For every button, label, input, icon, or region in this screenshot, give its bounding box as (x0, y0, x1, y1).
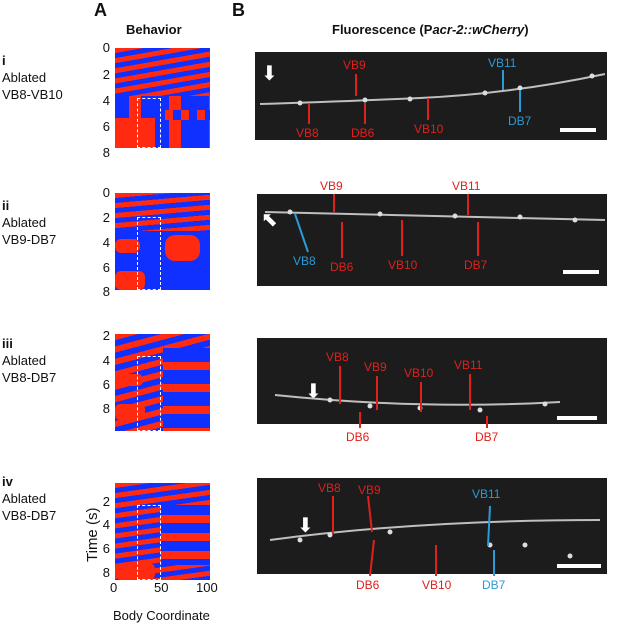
fluorescence-image-iii: ⬇ (257, 338, 607, 424)
neuron-label-ablated: VB10 (422, 578, 452, 592)
arrow-icon: ⬉ (261, 209, 278, 231)
x-tick: 50 (154, 580, 169, 595)
neuron-label-ablated: DB7 (464, 258, 488, 272)
neuron-dots (287, 73, 595, 559)
neuron-label-intact: DB7 (508, 114, 532, 128)
ablation-region-box (137, 356, 161, 431)
y-tick: 4 (102, 235, 110, 250)
neuron-label-ablated: VB10 (414, 122, 444, 136)
y-tick: 8 (102, 565, 110, 580)
neuron-label-ablated: VB10 (404, 366, 434, 380)
kymograph-ii (115, 193, 210, 290)
y-tick: 6 (102, 119, 110, 134)
row-word: Ablated (2, 70, 47, 85)
scale-bar (557, 416, 597, 420)
y-tick: 4 (102, 93, 110, 108)
row-roman: ii (2, 198, 10, 213)
fluorescence-image-i: ⬇ (255, 52, 607, 140)
row-roman: iii (2, 336, 13, 351)
neuron-label-ablated: VB11 (452, 179, 481, 193)
neuron-label-intact: VB8 (293, 254, 316, 268)
row-roman: i (2, 53, 6, 68)
row-target: VB8-DB7 (2, 370, 57, 385)
x-axis-label: Body Coordinate (113, 608, 210, 623)
worm-body-trace (259, 73, 606, 105)
fluorescence-title: Fluorescence (Pacr-2::wCherry) (332, 22, 529, 37)
scale-bar (557, 564, 601, 568)
fluor-title-suffix: ) (524, 22, 529, 37)
neuron-label-ablated: VB9 (343, 58, 366, 72)
kymograph-iii (115, 334, 210, 431)
arrow-icon: ⬇ (261, 63, 278, 85)
y-tick: 6 (102, 541, 110, 556)
neuron-label-ablated: DB6 (351, 126, 375, 140)
y-tick: 2 (102, 328, 110, 343)
neuron-label-ablated: VB8 (326, 350, 349, 364)
row-word: Ablated (2, 215, 47, 230)
neuron-label-ablated: DB6 (346, 430, 370, 444)
y-tick: 2 (102, 494, 110, 509)
row-target: VB8-DB7 (2, 508, 57, 523)
panel-letter-b: B (232, 0, 245, 20)
ablation-region-box (137, 505, 161, 580)
neuron-label-ablated: VB11 (454, 358, 483, 372)
y-tick: 0 (102, 40, 110, 55)
behavior-title: Behavior (126, 22, 182, 37)
y-tick: 8 (102, 401, 110, 416)
neuron-label-ablated: VB8 (296, 126, 319, 140)
row-label-i: i Ablated VB8-VB10 (2, 52, 63, 103)
panel-letter-a: A (94, 0, 107, 20)
arrow-icon: ⬇ (297, 515, 314, 537)
pointer-line (367, 495, 373, 533)
fluor-title-prefix: Fluorescence (P (332, 22, 433, 37)
y-tick: 4 (102, 517, 110, 532)
scale-bar (563, 270, 599, 274)
row-target: VB9-DB7 (2, 232, 57, 247)
y-tick: 2 (102, 210, 110, 225)
fluor-title-construct: acr-2::wCherry (432, 22, 525, 37)
row-word: Ablated (2, 353, 47, 368)
neuron-label-ablated: DB6 (330, 260, 354, 274)
neuron-label-ablated: DB7 (475, 430, 499, 444)
x-tick: 100 (196, 580, 218, 595)
y-tick: 6 (102, 377, 110, 392)
worm-body-trace (274, 394, 561, 406)
row-label-iii: iii Ablated VB8-DB7 (2, 335, 56, 386)
worm-body-trace (269, 519, 601, 541)
y-tick: 2 (102, 67, 110, 82)
worm-body-trace (264, 211, 606, 221)
row-word: Ablated (2, 491, 47, 506)
pointer-line (487, 505, 491, 547)
kymograph-i (115, 48, 210, 148)
row-roman: iv (2, 474, 13, 489)
y-tick: 0 (102, 185, 110, 200)
scale-bar (560, 128, 596, 132)
ablation-region-box (137, 217, 161, 290)
x-tick: 0 (110, 580, 118, 595)
neuron-label-intact: VB11 (488, 56, 517, 70)
kymograph-iv (115, 483, 210, 580)
arrow-icon: ⬇ (305, 381, 322, 403)
neuron-label-ablated: VB8 (318, 481, 341, 495)
y-tick: 8 (102, 284, 110, 299)
y-tick: 6 (102, 260, 110, 275)
row-label-iv: iv Ablated VB8-DB7 (2, 473, 56, 524)
y-tick: 4 (102, 353, 110, 368)
pointer-line (294, 213, 309, 253)
neuron-label-ablated: DB6 (356, 578, 380, 592)
neuron-label-ablated: VB9 (358, 483, 381, 497)
neuron-label-intact: DB7 (482, 578, 506, 592)
row-label-ii: ii Ablated VB9-DB7 (2, 197, 56, 248)
y-tick: 8 (102, 145, 110, 160)
neuron-label-ablated: VB10 (388, 258, 418, 272)
ablation-region-box (137, 98, 161, 148)
row-target: VB8-VB10 (2, 87, 63, 102)
fluorescence-image-ii: ⬉ (257, 194, 607, 286)
neuron-label-ablated: VB9 (364, 360, 387, 374)
fluorescence-image-iv: ⬇ (257, 478, 607, 574)
neuron-label-ablated: VB9 (320, 179, 343, 193)
pointer-line (369, 539, 375, 577)
neuron-label-intact: VB11 (472, 487, 501, 501)
